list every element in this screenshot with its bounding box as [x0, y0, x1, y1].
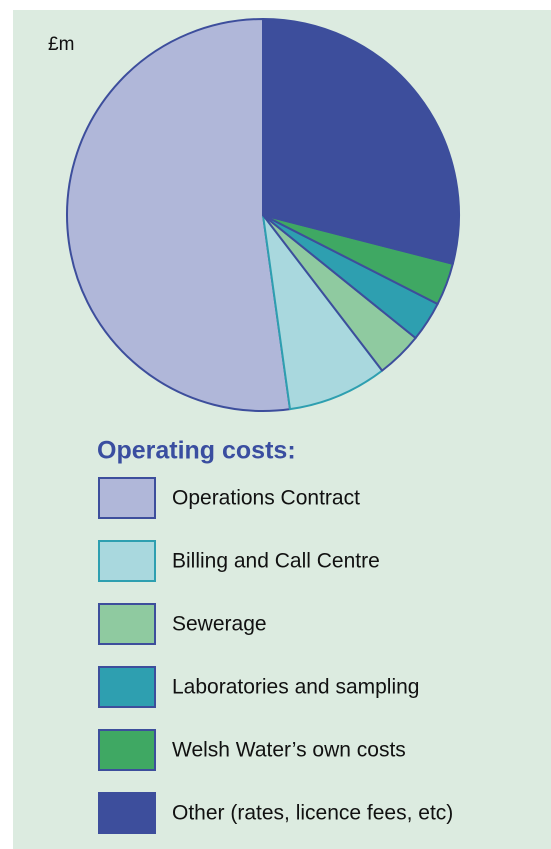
legend-label: Other (rates, licence fees, etc) [172, 802, 453, 825]
legend-swatch [98, 666, 156, 708]
legend-swatch [98, 603, 156, 645]
legend-label: Welsh Water’s own costs [172, 739, 406, 762]
legend-title: Operating costs: [97, 437, 296, 465]
pie-slice [262, 214, 384, 411]
pie-slice [262, 18, 460, 265]
legend-label: Operations Contract [172, 487, 360, 510]
legend-swatch [98, 729, 156, 771]
legend-swatch [98, 540, 156, 582]
legend-label: Sewerage [172, 613, 267, 636]
legend-swatch [98, 792, 156, 834]
legend-label: Billing and Call Centre [172, 550, 380, 573]
legend-swatch [98, 477, 156, 519]
unit-label: £m [48, 34, 74, 55]
legend-label: Laboratories and sampling [172, 676, 420, 699]
pie-slice [66, 18, 292, 412]
